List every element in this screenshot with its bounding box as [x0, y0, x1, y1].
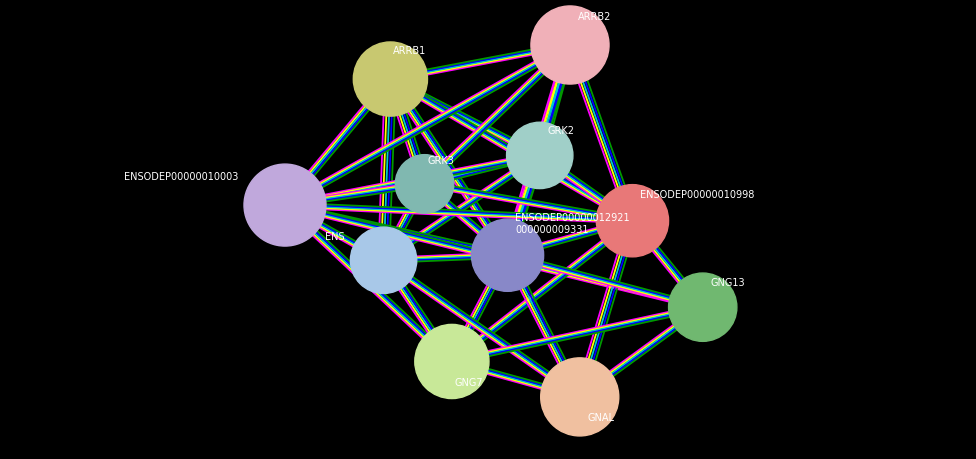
- Text: GRK3: GRK3: [427, 155, 455, 165]
- Text: GNG7: GNG7: [455, 377, 483, 387]
- Ellipse shape: [507, 123, 573, 189]
- Text: GNAL: GNAL: [588, 412, 615, 422]
- Text: GRK2: GRK2: [548, 125, 575, 135]
- Ellipse shape: [531, 7, 609, 85]
- Ellipse shape: [471, 219, 544, 292]
- Text: GNG13: GNG13: [711, 277, 745, 287]
- Ellipse shape: [669, 274, 737, 341]
- Text: ENSODEP00000010998: ENSODEP00000010998: [640, 189, 754, 199]
- Text: ARRB2: ARRB2: [578, 12, 611, 22]
- Ellipse shape: [415, 325, 489, 399]
- Text: ENSODEP00000010003: ENSODEP00000010003: [124, 172, 238, 182]
- Ellipse shape: [395, 155, 454, 214]
- Ellipse shape: [596, 185, 669, 257]
- Text: ARRB1: ARRB1: [393, 45, 427, 56]
- Ellipse shape: [244, 165, 326, 246]
- Ellipse shape: [541, 358, 619, 436]
- Text: ENS: ENS: [325, 231, 345, 241]
- Ellipse shape: [353, 43, 427, 117]
- Text: ENSODEP00000012921
000000009331: ENSODEP00000012921 000000009331: [515, 213, 630, 235]
- Ellipse shape: [350, 228, 417, 294]
